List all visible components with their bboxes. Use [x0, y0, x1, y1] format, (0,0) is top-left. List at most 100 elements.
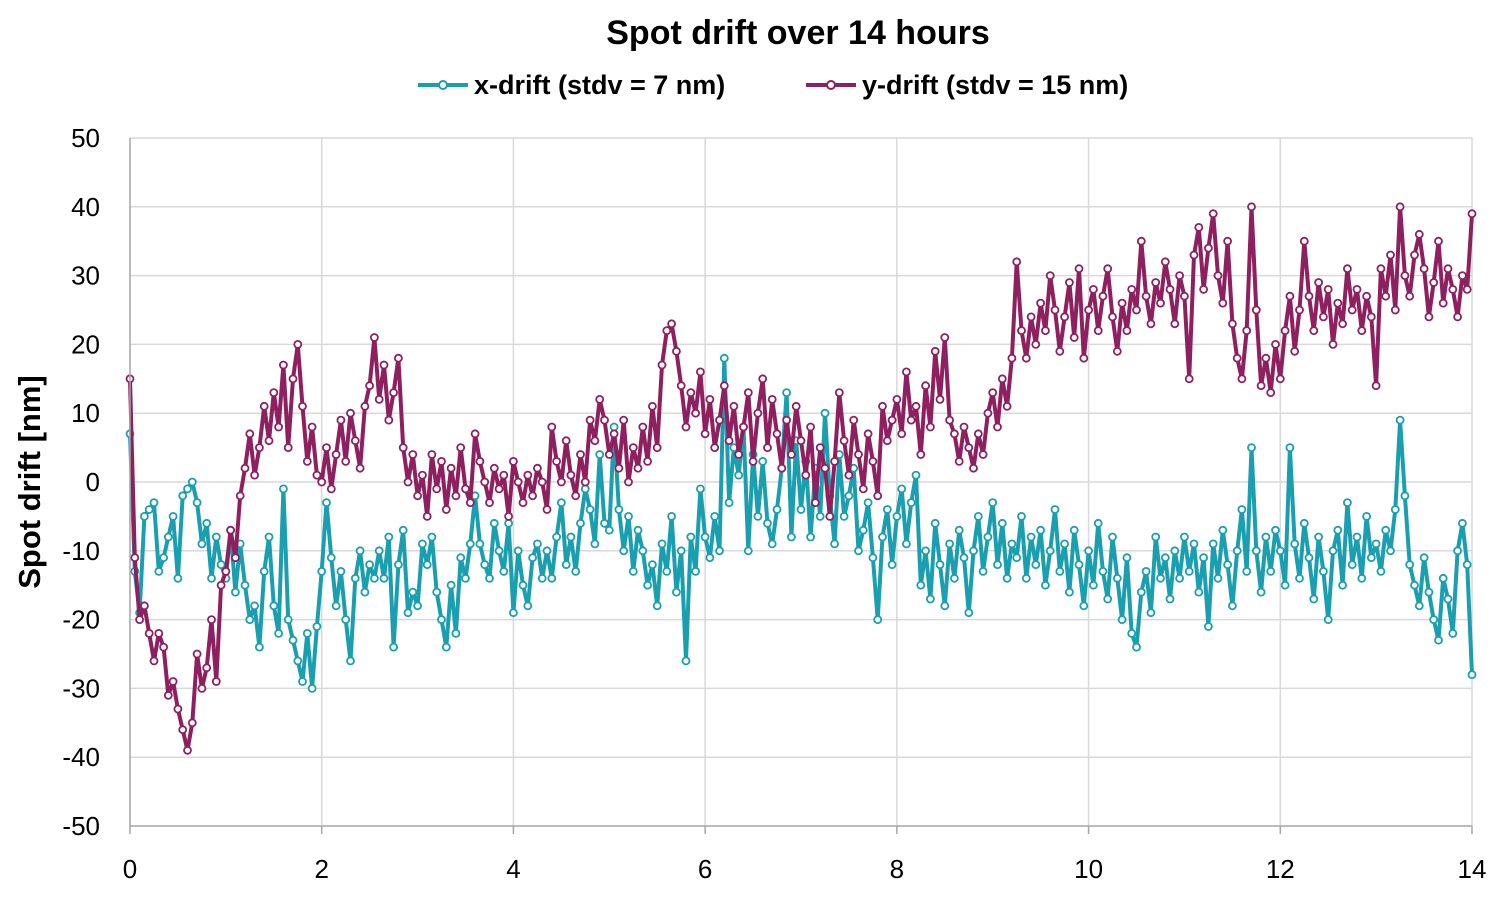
data-point [1410, 250, 1419, 260]
data-point [398, 443, 408, 453]
data-point [403, 477, 413, 487]
data-point [1458, 271, 1467, 281]
data-point [878, 401, 887, 411]
data-point [413, 601, 423, 611]
data-point [1462, 284, 1472, 294]
data-point [355, 546, 365, 556]
data-point [441, 505, 451, 514]
data-point [513, 477, 523, 487]
data-point [1089, 284, 1098, 294]
data-point [1002, 573, 1012, 583]
data-point [187, 477, 197, 487]
data-point [192, 649, 202, 659]
data-point [916, 450, 926, 459]
data-point [1237, 505, 1247, 514]
legend-label-x-drift: x-drift (stdv = 7 nm) [474, 70, 725, 100]
data-point [700, 429, 710, 439]
data-point [811, 498, 820, 508]
data-point [1414, 601, 1424, 611]
data-point [935, 560, 945, 569]
data-point [230, 587, 240, 597]
data-point [1036, 298, 1045, 308]
data-point [787, 450, 796, 459]
data-point [624, 512, 633, 521]
data-point [580, 484, 590, 494]
data-point [240, 463, 250, 473]
y-tick-label: -40 [62, 742, 100, 772]
data-point [633, 525, 643, 535]
data-point [379, 573, 389, 583]
data-point [432, 484, 442, 494]
data-point [1448, 284, 1458, 294]
data-point [465, 539, 475, 549]
y-tick-label: 50 [71, 123, 100, 153]
data-point [945, 539, 954, 549]
data-point [1041, 580, 1050, 590]
data-point [159, 553, 169, 563]
data-point [887, 560, 897, 569]
series-layer [125, 202, 1477, 755]
data-point [1012, 553, 1022, 563]
data-point [580, 477, 590, 487]
data-point [959, 422, 969, 432]
data-point [1424, 587, 1434, 597]
data-point [1309, 326, 1319, 336]
data-point [715, 546, 724, 556]
data-point [590, 436, 600, 446]
data-point [1204, 622, 1213, 631]
data-point [734, 470, 744, 480]
data-point [576, 450, 585, 459]
data-point [1223, 560, 1232, 569]
data-point [1419, 553, 1429, 563]
data-point [1160, 553, 1170, 563]
data-point [437, 456, 446, 466]
data-point [312, 622, 322, 631]
data-point [806, 532, 815, 542]
data-point [432, 587, 442, 597]
data-point [858, 484, 868, 494]
data-point [1218, 298, 1228, 308]
data-point [1175, 271, 1184, 281]
data-point [609, 429, 619, 439]
data-point [830, 456, 839, 466]
data-point [1160, 257, 1170, 267]
data-point [863, 429, 873, 439]
data-point [226, 525, 236, 535]
data-point [360, 401, 370, 411]
data-point [542, 505, 552, 514]
data-point [1175, 573, 1184, 583]
data-point [1271, 525, 1280, 535]
data-point [719, 353, 729, 363]
data-point [1438, 573, 1448, 583]
data-point [815, 443, 825, 453]
data-point [825, 512, 835, 521]
data-point [278, 484, 288, 494]
data-point [1362, 291, 1371, 301]
data-point [1266, 567, 1276, 576]
data-point [854, 450, 863, 459]
data-point [743, 388, 753, 398]
data-point [1271, 339, 1280, 349]
data-point [1419, 264, 1429, 274]
data-point [1026, 532, 1036, 542]
data-point [322, 498, 331, 508]
data-point [1256, 587, 1266, 597]
data-point [988, 388, 998, 398]
data-point [533, 539, 542, 549]
data-point [446, 463, 456, 473]
data-point [451, 491, 461, 501]
data-point [657, 539, 667, 549]
data-point [441, 642, 451, 652]
data-point [935, 394, 945, 404]
data-point [154, 629, 164, 638]
data-point [389, 388, 399, 398]
data-point [839, 436, 849, 446]
data-point [1376, 567, 1386, 576]
x-tick-label: 0 [123, 854, 137, 884]
data-point [274, 422, 284, 432]
data-point [763, 443, 772, 453]
data-point [1275, 374, 1285, 384]
data-point [552, 456, 561, 466]
data-point [547, 573, 557, 583]
data-point [777, 463, 787, 473]
